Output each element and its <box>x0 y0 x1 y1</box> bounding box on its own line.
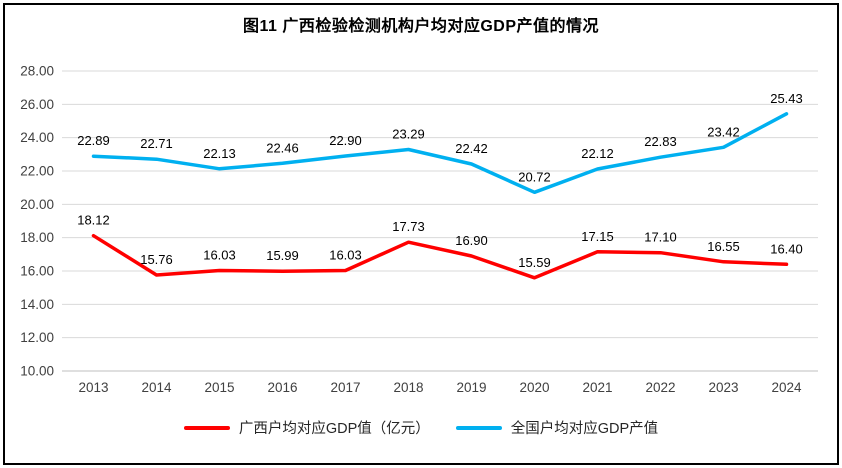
data-label: 22.89 <box>77 133 110 148</box>
x-tick-label: 2017 <box>330 380 360 395</box>
y-tick-label: 26.00 <box>20 97 54 112</box>
data-label: 15.76 <box>140 252 173 267</box>
legend-label-guangxi: 广西户均对应GDP值（亿元） <box>238 421 430 437</box>
x-tick-label: 2024 <box>771 380 802 395</box>
series-line-1 <box>91 112 789 195</box>
data-label: 23.29 <box>392 127 425 142</box>
data-label: 22.83 <box>644 134 677 149</box>
x-tick-label: 2013 <box>78 380 108 395</box>
x-tick-label: 2019 <box>456 380 486 395</box>
x-tick-label: 2016 <box>267 380 297 395</box>
series-line-0 <box>91 233 789 280</box>
x-tick-label: 2021 <box>582 380 612 395</box>
legend-line-blue <box>455 425 502 430</box>
series-0: 18.12 15.76 16.03 15.99 16.03 17.73 16.90 15.59… <box>77 213 803 280</box>
y-axis-labels: 10.00 12.00 14.00 16.00 18.00 20.00 22.00 24.00… <box>20 64 54 379</box>
y-tick-label: 12.00 <box>20 330 54 345</box>
data-label: 22.13 <box>203 146 236 161</box>
data-label: 16.03 <box>203 248 236 263</box>
x-tick-label: 2015 <box>204 380 234 395</box>
data-label: 23.42 <box>707 124 740 139</box>
data-label: 16.90 <box>455 233 488 248</box>
y-tick-label: 22.00 <box>20 164 54 179</box>
x-tick-label: 2023 <box>708 380 738 395</box>
y-tick-label: 16.00 <box>20 264 54 279</box>
data-label: 22.12 <box>581 146 614 161</box>
data-label: 20.72 <box>518 169 551 184</box>
y-tick-label: 28.00 <box>20 64 54 79</box>
x-axis-labels: 2013 2014 2015 2016 2017 2018 2019 2020 2021 2022… <box>78 380 802 395</box>
data-label: 22.71 <box>140 136 173 151</box>
chart-legend: 广西户均对应GDP值（亿元） 全国户均对应GDP产值 <box>0 417 842 438</box>
data-label: 22.42 <box>455 141 488 156</box>
y-tick-label: 18.00 <box>20 230 54 245</box>
y-tick-label: 14.00 <box>20 297 54 312</box>
y-tick-label: 10.00 <box>20 364 54 379</box>
legend-line-red <box>183 425 230 430</box>
x-tick-label: 2014 <box>141 380 172 395</box>
data-label: 15.99 <box>266 248 299 263</box>
y-tick-label: 24.00 <box>20 130 54 145</box>
x-tick-label: 2022 <box>645 380 675 395</box>
x-tick-label: 2018 <box>393 380 423 395</box>
line-chart-plot: 10.00 12.00 14.00 16.00 18.00 20.00 22.00 24.00… <box>20 64 818 395</box>
legend-label-national: 全国户均对应GDP产值 <box>510 421 659 437</box>
data-label: 17.15 <box>581 229 614 244</box>
data-label: 16.55 <box>707 239 740 254</box>
chart-title: 图11 广西检验检测机构户均对应GDP产值的情况 <box>242 18 600 35</box>
data-label: 16.03 <box>329 248 362 263</box>
legend-item-guangxi: 广西户均对应GDP值（亿元） <box>183 417 430 438</box>
x-tick-label: 2020 <box>519 380 549 395</box>
data-label: 16.40 <box>770 241 803 256</box>
y-tick-label: 20.00 <box>20 197 54 212</box>
data-label: 17.73 <box>392 219 425 234</box>
series-1: 22.89 22.71 22.13 22.46 22.90 23.29 22.42 20.72… <box>77 91 803 195</box>
data-label: 22.46 <box>266 140 299 155</box>
data-label: 18.12 <box>77 213 110 228</box>
legend-item-national: 全国户均对应GDP产值 <box>455 417 659 438</box>
data-label: 15.59 <box>518 255 551 270</box>
data-label: 22.90 <box>329 133 362 148</box>
gridlines <box>62 70 818 372</box>
data-label: 17.10 <box>644 230 677 245</box>
data-label: 25.43 <box>770 91 803 106</box>
